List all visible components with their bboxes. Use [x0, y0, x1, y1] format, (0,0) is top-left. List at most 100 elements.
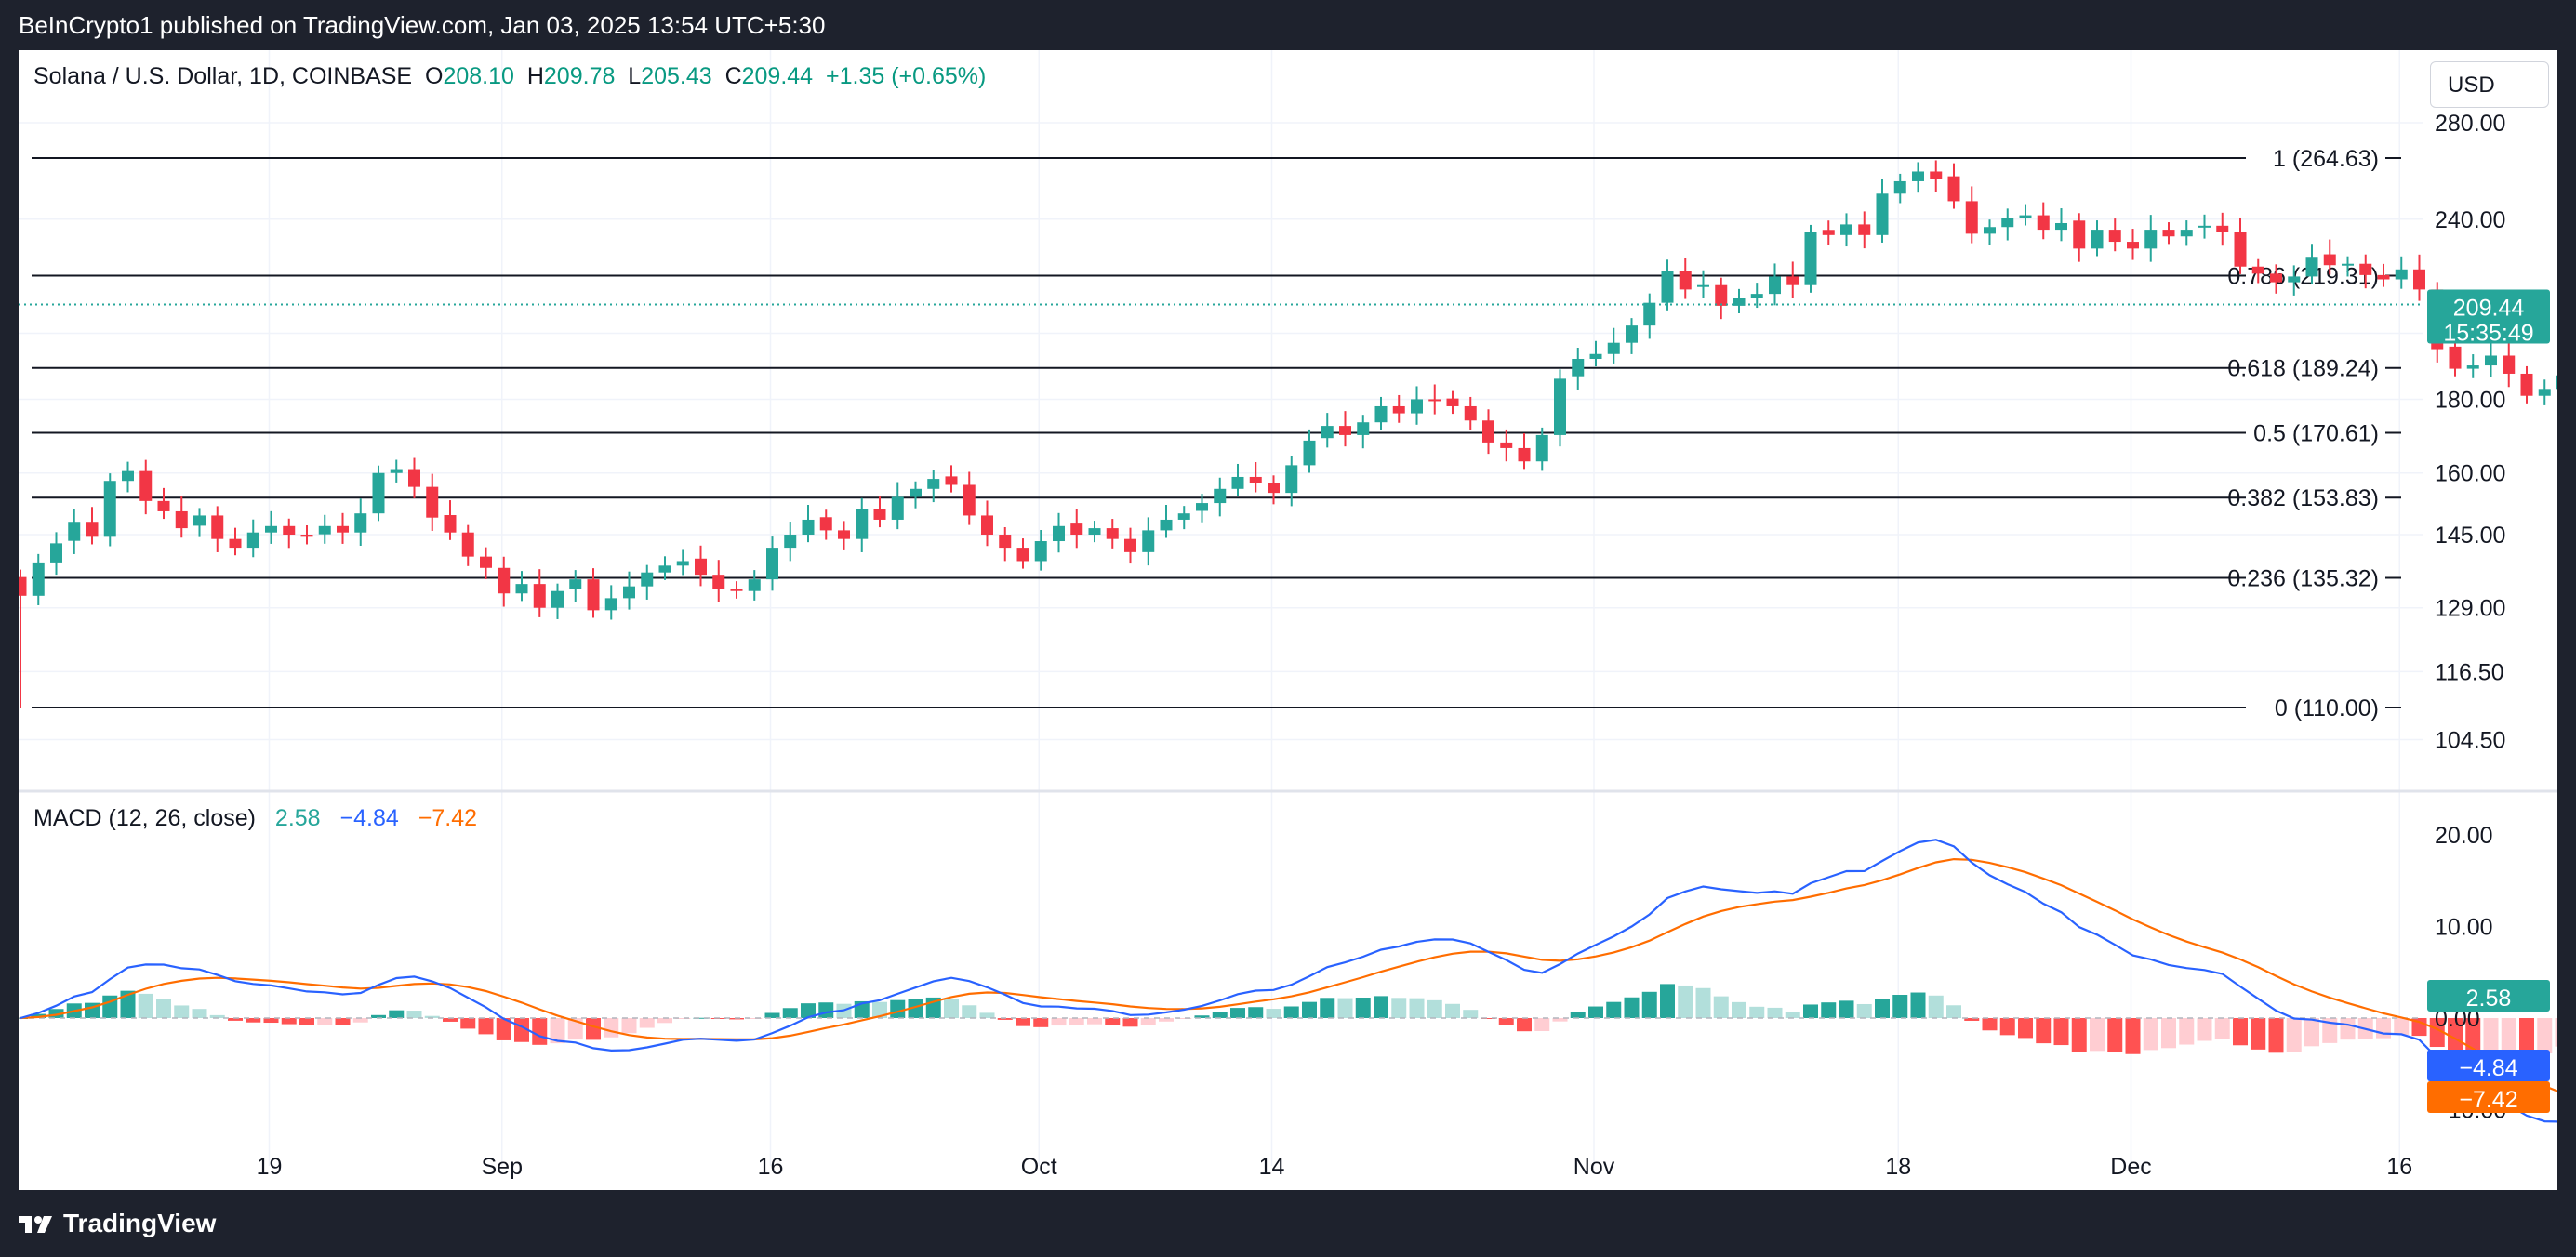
candle-body [1357, 422, 1370, 435]
candle-body [658, 565, 671, 573]
price-axis-label: 280.00 [2435, 111, 2505, 137]
candle-body [945, 476, 958, 485]
candle [945, 465, 958, 493]
candle [2144, 215, 2158, 262]
macd-hist-bar [246, 1018, 261, 1023]
candle [2377, 263, 2390, 287]
macd-hist-bar [2233, 1018, 2248, 1046]
close-value: 209.44 [741, 63, 814, 89]
candle-body [1589, 353, 1602, 359]
macd-hist-bar [2555, 1018, 2557, 1047]
candle-body [2538, 389, 2551, 396]
macd-line-badge-bg [2427, 1050, 2550, 1081]
publisher-header: BeInCrypto1 published on TradingView.com… [0, 0, 2576, 50]
candle [337, 512, 349, 544]
macd-hist-bar [1176, 1018, 1192, 1019]
chart-frame[interactable]: 1 (264.63) 0.786 (219.31) 0.618 (189.24) 0.… [19, 50, 2557, 1190]
macd-hist-bar [1839, 1000, 1854, 1018]
macd-hist-bar [1105, 1018, 1121, 1025]
macd-hist-bar [801, 1003, 816, 1018]
candle [1357, 415, 1370, 449]
candle [569, 570, 582, 602]
candle-body [408, 469, 420, 487]
fib-level-label: 0.236 (135.32) [2227, 566, 2379, 592]
candle-body [426, 486, 439, 518]
macd-hist-bar [2304, 1018, 2319, 1047]
candle-body [623, 586, 635, 599]
candle [999, 526, 1012, 562]
macd-hist-bar [1517, 1018, 1532, 1032]
candle [1339, 411, 1351, 447]
candle-body [1643, 302, 1656, 326]
macd-signal-line [20, 857, 2557, 1092]
candle-body [2503, 355, 2516, 374]
time-axis-label: 19 [257, 1154, 283, 1180]
macd-hist-bar [1749, 1006, 1765, 1018]
candle-body [1750, 294, 1763, 298]
candle [480, 547, 492, 580]
candle [1268, 475, 1280, 505]
macd-hist-bar [604, 1018, 619, 1038]
macd-hist-bar [1463, 1010, 1479, 1018]
candle [211, 506, 224, 552]
macd-line-value: −4.84 [339, 805, 399, 831]
candle [587, 568, 600, 618]
candle [139, 459, 153, 515]
candle [1643, 293, 1656, 339]
tradingview-logo[interactable]: TradingView [19, 1209, 216, 1238]
candle-body [587, 579, 600, 611]
candle-body [2162, 230, 2175, 237]
candle-body [1177, 513, 1190, 520]
candle [1142, 517, 1155, 566]
change-value: +1.35 (+0.65%) [826, 63, 987, 89]
chart-svg[interactable]: 1 (264.63) 0.786 (219.31) 0.618 (189.24) 0.… [19, 50, 2557, 1190]
macd-hist-bar [263, 1018, 279, 1024]
candle [372, 465, 385, 522]
macd-hist-bar [1230, 1008, 1245, 1018]
candle [32, 553, 45, 605]
candle-body [1984, 227, 1996, 234]
candle [390, 459, 403, 483]
candle [1661, 259, 1674, 311]
candle-body [802, 519, 815, 536]
macd-hist-bar [2214, 1018, 2230, 1039]
candle-body [283, 525, 296, 536]
candle-body [1626, 325, 1638, 343]
candle [2091, 220, 2104, 257]
candle-body [2019, 215, 2032, 218]
macd-hist-bar [1660, 984, 1675, 1018]
candle [193, 508, 206, 537]
macd-hist-bar [1374, 996, 1388, 1018]
macd-hist-bar [406, 1011, 422, 1018]
candle [1535, 427, 1548, 471]
candle-body [2108, 230, 2121, 243]
macd-hist-bar [317, 1018, 333, 1025]
candle-body [1554, 378, 1566, 435]
macd-hist-bar [1821, 1002, 1837, 1018]
macd-hist-bar [1695, 987, 1711, 1018]
candle [2162, 222, 2175, 245]
low-value: 205.43 [641, 63, 712, 89]
currency-button[interactable]: USD [2430, 61, 2549, 108]
macd-hist-bar [120, 990, 136, 1018]
candle-body [1214, 488, 1227, 504]
candle [1088, 521, 1101, 543]
macd-hist-bar [621, 1018, 637, 1034]
candle-body [300, 535, 313, 537]
candle-body [461, 532, 474, 557]
candle [802, 504, 815, 543]
price-axis-label: 180.00 [2435, 387, 2505, 413]
candle [1500, 429, 1513, 462]
macd-hist-bar [1999, 1018, 2015, 1036]
candle-body [910, 488, 922, 497]
macd-hist-bar [2125, 1018, 2141, 1054]
price-axis-label: 104.50 [2435, 728, 2505, 754]
candle [1464, 396, 1477, 430]
candle [695, 545, 707, 587]
candle [86, 507, 99, 545]
macd-hist-bar [1946, 1005, 1961, 1018]
macd-hist-bar [1445, 1003, 1460, 1018]
candle-body [1930, 171, 1943, 179]
candle [1053, 512, 1065, 553]
